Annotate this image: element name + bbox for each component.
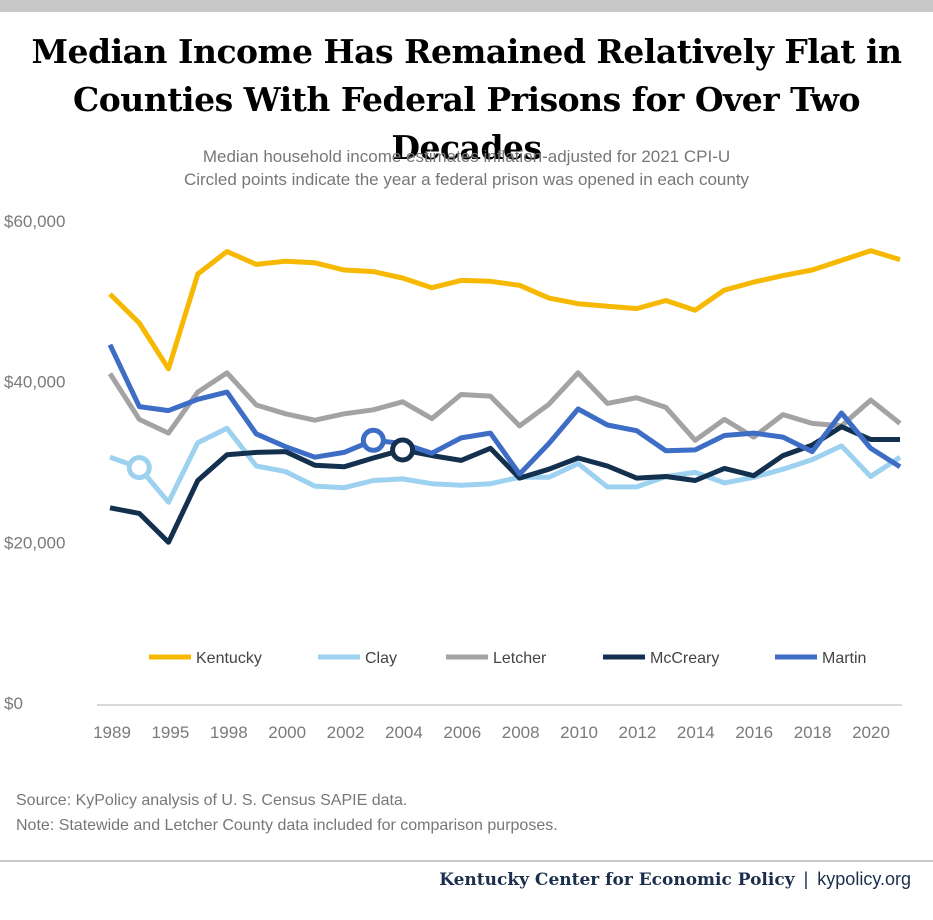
x-tick-label: 2020 (852, 723, 890, 742)
x-tick-label: 2000 (268, 723, 306, 742)
line-chart: $0 $20,000 $40,000 $60,000 1989 1995 1998 2000… (4, 212, 902, 742)
footer-branding: Kentucky Center for Economic Policy | ky… (439, 869, 911, 890)
org-name: Kentucky Center for Economic Policy (439, 870, 795, 890)
title-line-1: Median Income Has Remained Relatively Fl… (31, 32, 902, 71)
top-rule (0, 0, 933, 12)
x-axis-ticks: 1989 1995 1998 2000 2002 2004 2006 2008 2010 2012… (93, 723, 890, 742)
footer-separator: | (803, 869, 809, 889)
x-tick-label: 2012 (619, 723, 657, 742)
prison-marker-mccreary (390, 437, 416, 463)
x-tick-label: 2016 (735, 723, 773, 742)
y-axis-ticks: $0 $20,000 $40,000 $60,000 (4, 212, 65, 713)
notes: Source: KyPolicy analysis of U. S. Censu… (16, 788, 558, 838)
x-tick-label: 1998 (210, 723, 248, 742)
legend-item-martin: Martin (775, 650, 866, 667)
legend-item-clay: Clay (318, 650, 397, 667)
bottom-rule (0, 860, 933, 862)
legend-label: Clay (365, 650, 397, 667)
y-tick-label: $40,000 (4, 373, 65, 392)
y-tick-label: $20,000 (4, 533, 65, 552)
x-tick-label: 2014 (677, 723, 715, 742)
source-note: Source: KyPolicy analysis of U. S. Censu… (16, 792, 408, 809)
legend: Kentucky Clay Letcher McCreary Martin (149, 650, 866, 667)
y-tick-label: $60,000 (4, 212, 65, 231)
x-tick-label: 2002 (327, 723, 365, 742)
chart-title: Median Income Has Remained Relatively Fl… (0, 28, 933, 172)
legend-label: Kentucky (196, 650, 262, 667)
x-tick-label: 2010 (560, 723, 598, 742)
title-line-2: Counties With Federal Prisons for Over T… (73, 80, 860, 167)
legend-item-letcher: Letcher (446, 650, 547, 667)
series-line-letcher (107, 370, 902, 443)
prison-marker-clay (126, 455, 152, 481)
series-line-clay (109, 425, 902, 505)
y-tick-label: $0 (4, 694, 23, 713)
legend-item-mccreary: McCreary (603, 650, 719, 667)
x-tick-label: 1989 (93, 723, 131, 742)
x-tick-label: 2004 (385, 723, 423, 742)
prison-marker-martin (360, 427, 386, 453)
comparison-note: Note: Statewide and Letcher County data … (16, 817, 558, 834)
site-link[interactable]: kypolicy.org (817, 869, 911, 889)
subtitle-line-2: Circled points indicate the year a feder… (183, 170, 750, 189)
legend-label: Letcher (493, 650, 547, 667)
series-line-martin (107, 343, 902, 477)
x-tick-label: 2006 (443, 723, 481, 742)
prison-opening-markers (126, 427, 416, 481)
x-tick-label: 1995 (151, 723, 189, 742)
subtitle-line-1: Median household income estimates inflat… (202, 147, 731, 166)
series-line-kentucky (108, 248, 901, 372)
legend-label: Martin (822, 650, 866, 667)
legend-item-kentucky: Kentucky (149, 650, 262, 667)
x-tick-label: 2018 (794, 723, 832, 742)
x-tick-label: 2008 (502, 723, 540, 742)
series-line-mccreary (109, 424, 900, 545)
chart-subtitle: Median household income estimates inflat… (0, 145, 933, 191)
series-lines (107, 248, 902, 545)
legend-label: McCreary (650, 650, 719, 667)
